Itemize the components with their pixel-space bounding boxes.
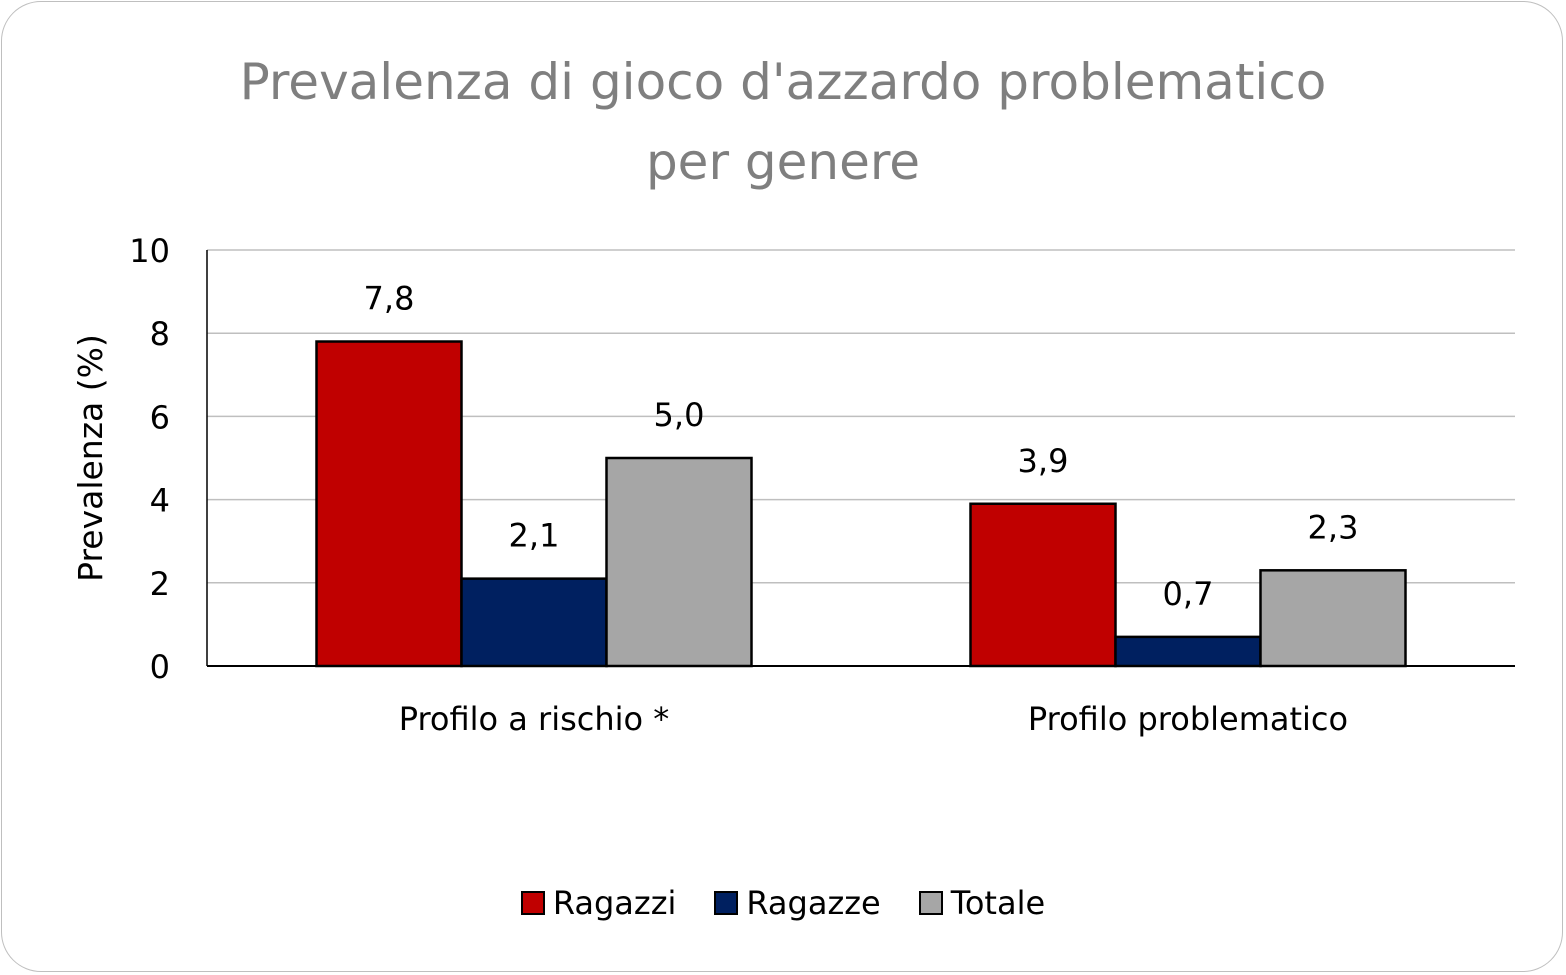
bar-ragazze-1 xyxy=(1114,635,1262,668)
bar-ragazzi-0 xyxy=(315,340,463,668)
data-label: 5,0 xyxy=(654,396,705,434)
chart-title: Prevalenza di gioco d'azzardo problemati… xyxy=(0,42,1566,202)
data-label: 7,8 xyxy=(364,280,415,318)
legend-label: Ragazze xyxy=(746,884,881,922)
legend-item-totale: Totale xyxy=(918,884,1046,922)
y-tick-label: 6 xyxy=(150,398,170,436)
legend: Ragazzi Ragazze Totale xyxy=(0,884,1566,922)
data-label: 2,3 xyxy=(1308,508,1359,546)
x-category-label: Profilo a rischio * xyxy=(399,700,670,738)
y-tick-label: 0 xyxy=(150,648,170,686)
axes: 0 2 4 6 8 10 Profilo a rischio * Profilo proble… xyxy=(129,232,1515,738)
legend-label: Totale xyxy=(950,884,1046,922)
y-tick-label: 8 xyxy=(150,315,170,353)
y-tick-label: 10 xyxy=(129,232,170,270)
bar-ragazze-0 xyxy=(460,577,608,668)
bars xyxy=(315,340,1407,668)
chart-title-line-1: Prevalenza di gioco d'azzardo problemati… xyxy=(239,53,1327,111)
legend-label: Ragazzi xyxy=(552,884,677,922)
data-label: 3,9 xyxy=(1018,442,1069,480)
y-tick-label: 2 xyxy=(150,565,170,603)
bar-totale-1 xyxy=(1259,569,1407,668)
legend-item-ragazzi: Ragazzi xyxy=(520,884,677,922)
data-label: 2,1 xyxy=(509,517,560,555)
data-labels: 7,8 2,1 5,0 3,9 0,7 2,3 xyxy=(364,280,1359,613)
bar-ragazzi-1 xyxy=(969,502,1117,668)
legend-swatch xyxy=(918,891,943,915)
data-label: 0,7 xyxy=(1163,575,1214,613)
y-axis-label: Prevalenza (%) xyxy=(71,334,110,582)
y-tick-label: 4 xyxy=(150,482,170,520)
legend-swatch xyxy=(520,891,545,915)
legend-item-ragazze: Ragazze xyxy=(714,884,881,922)
legend-swatch xyxy=(714,891,739,915)
bar-totale-0 xyxy=(605,456,753,668)
x-category-label: Profilo problematico xyxy=(1028,700,1348,738)
chart-title-line-2: per genere xyxy=(645,133,921,191)
